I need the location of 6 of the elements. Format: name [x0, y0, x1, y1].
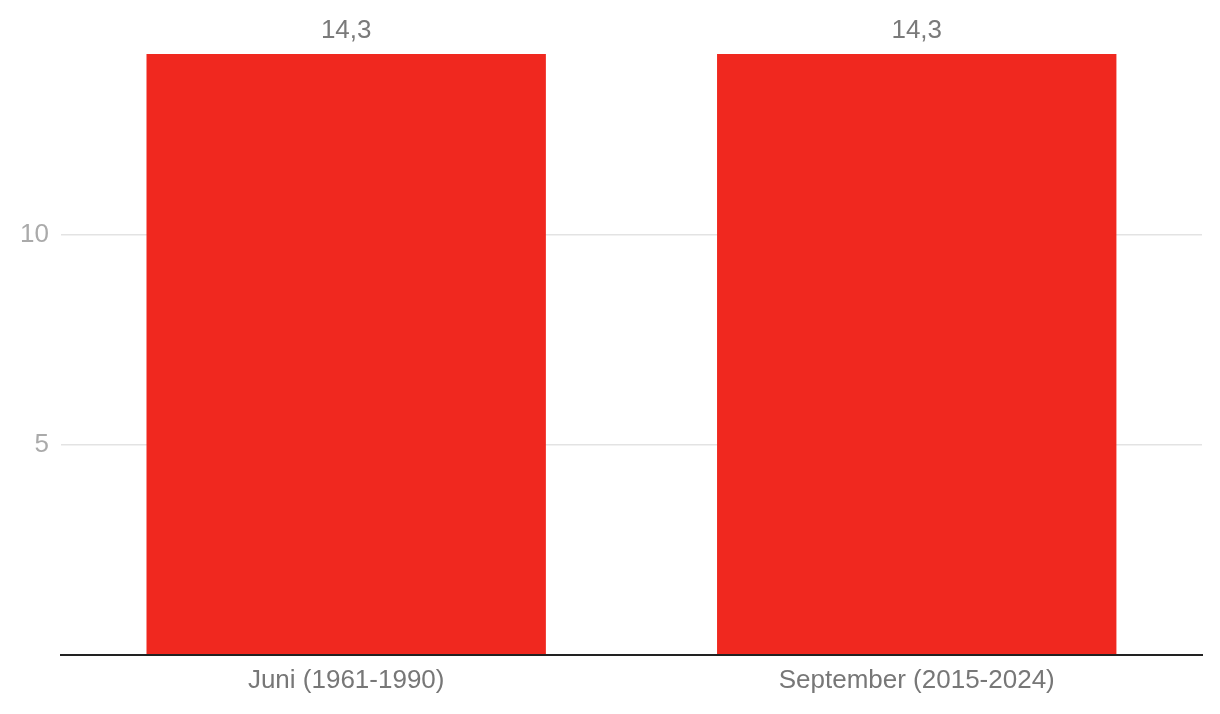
- x-tick-label: September (2015-2024): [778, 663, 1055, 694]
- y-tick-label: 5: [34, 427, 49, 458]
- data-label: 14,3: [891, 14, 943, 45]
- x-tick-label: Juni (1961-1990): [247, 663, 445, 694]
- data-label: 14,3: [320, 14, 372, 45]
- y-tick-label: 10: [20, 217, 49, 248]
